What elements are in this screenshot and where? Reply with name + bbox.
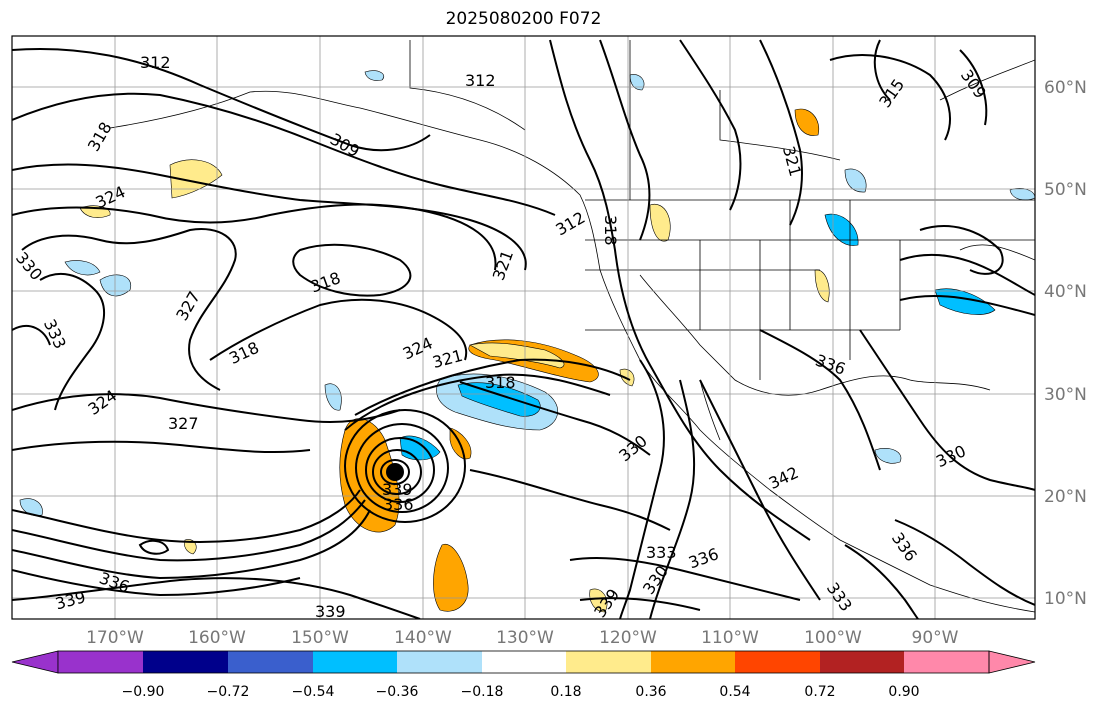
map-panel: 312 312 318 309 324 330 333 327 318 321 …: [12, 36, 1035, 621]
colorbar-tick-label: −0.90: [122, 684, 165, 700]
colorbar-tick-label: 0.54: [719, 684, 750, 700]
longitude-label: 140°W: [394, 628, 452, 648]
contour-label: 312: [465, 71, 496, 90]
contour-label: 339: [382, 480, 413, 499]
colorbar-min-arrow: [11, 650, 59, 674]
geopotential-contours: [12, 39, 1035, 619]
colorbar-tick-label: −0.54: [292, 684, 335, 700]
contour-label: 318: [601, 215, 620, 246]
latitude-label: 10°N: [1044, 589, 1087, 609]
latitude-label: 60°N: [1044, 78, 1087, 98]
colorbar-segment: [58, 651, 143, 673]
latitude-label: 20°N: [1044, 487, 1087, 507]
colorbar-segment: [904, 651, 989, 673]
colorbar-tick-label: 0.72: [804, 684, 835, 700]
colorbar-segment: [143, 651, 228, 673]
colorbar-tick-label: 0.18: [550, 684, 581, 700]
latitude-label: 40°N: [1044, 282, 1087, 302]
contour-label: 339: [315, 602, 346, 621]
colorbar-segment: [397, 651, 482, 673]
colorbar-segment: [820, 651, 904, 673]
graticule: [12, 36, 1035, 619]
map-title: 2025080200 F072: [445, 9, 602, 29]
colorbar-segment: [735, 651, 820, 673]
colorbar-tick-label: 0.36: [635, 684, 666, 700]
storm-center-marker: [386, 463, 404, 481]
colorbar-tick-label: 0.90: [888, 684, 919, 700]
coastlines-and-borders: [109, 40, 1035, 613]
colorbar-segment: [651, 651, 735, 673]
colorbar-tick-label: −0.18: [461, 684, 504, 700]
colorbar-segment: [482, 651, 566, 673]
map-frame: [11, 35, 1036, 620]
latitude-label: 50°N: [1044, 180, 1087, 200]
longitude-label: 150°W: [291, 628, 349, 648]
longitude-axis: 170°W 160°W 150°W 140°W 130°W 120°W 110°…: [86, 628, 959, 648]
colorbar-segment: [228, 651, 313, 673]
longitude-label: 160°W: [188, 628, 246, 648]
colorbar-tick-label: −0.72: [207, 684, 250, 700]
negative-anomaly-shading: [19, 70, 1035, 516]
colorbar: −0.90 −0.72 −0.54 −0.36 −0.18 0.18 0.36 …: [11, 650, 1036, 700]
colorbar-max-arrow: [988, 650, 1036, 674]
longitude-label: 90°W: [912, 628, 959, 648]
longitude-label: 170°W: [86, 628, 144, 648]
contour-label: 312: [140, 53, 171, 72]
contour-label: 336: [383, 495, 414, 514]
longitude-label: 110°W: [701, 628, 759, 648]
latitude-axis: 60°N 50°N 40°N 30°N 20°N 10°N: [1044, 78, 1087, 609]
contour-label: 318: [485, 373, 516, 392]
longitude-label: 130°W: [496, 628, 554, 648]
longitude-label: 120°W: [599, 628, 657, 648]
colorbar-segment: [566, 651, 651, 673]
contour-label: 327: [168, 414, 199, 433]
longitude-label: 100°W: [804, 628, 862, 648]
colorbar-tick-label: −0.36: [376, 684, 419, 700]
positive-anomaly-shading: [79, 108, 830, 613]
colorbar-segment: [313, 651, 397, 673]
contour-label: 333: [646, 543, 677, 562]
latitude-label: 30°N: [1044, 385, 1087, 405]
